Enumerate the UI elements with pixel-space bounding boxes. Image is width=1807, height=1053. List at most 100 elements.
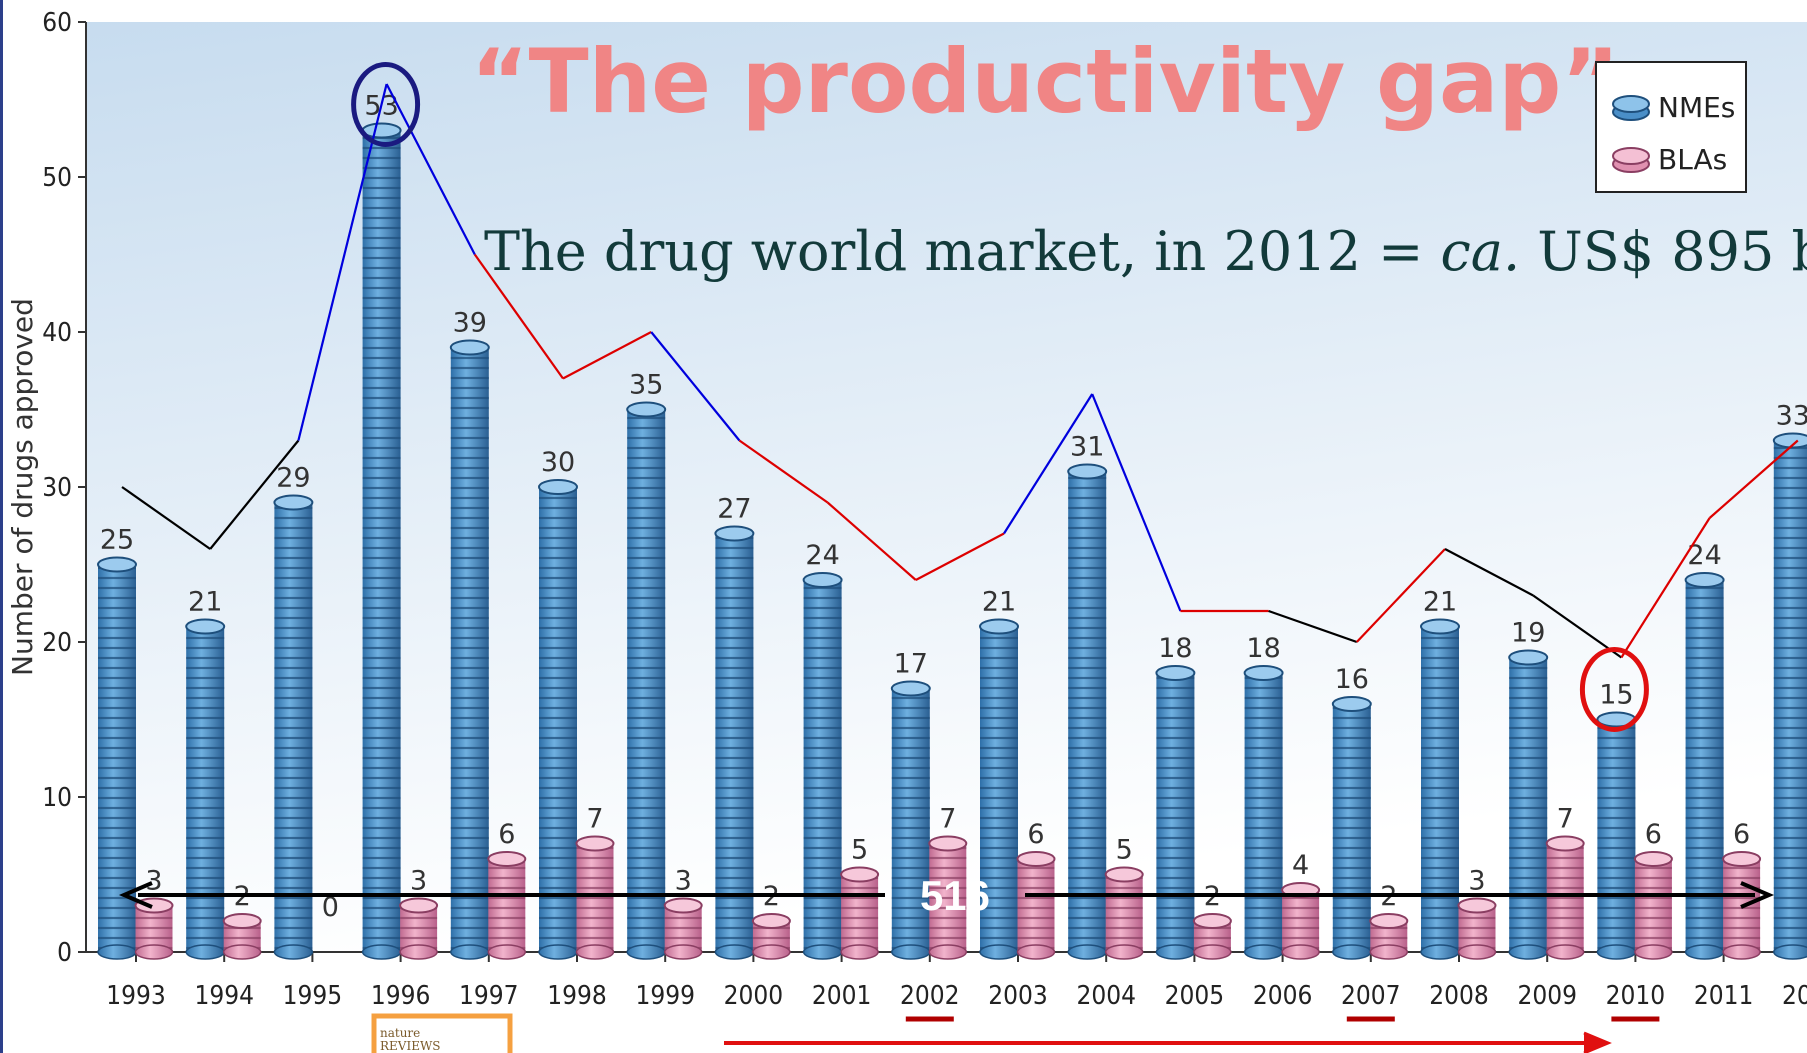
nme-bar-2007 bbox=[1331, 696, 1372, 960]
legend-nme-icon bbox=[1612, 95, 1650, 121]
x-tick-label-1993: 1993 bbox=[106, 981, 166, 1011]
bla-bar-2003 bbox=[1016, 851, 1056, 960]
bla-value-1997: 6 bbox=[498, 819, 515, 850]
bla-value-2010: 6 bbox=[1645, 819, 1662, 850]
nme-bar-2012 bbox=[1772, 432, 1807, 960]
x-axis: 1993 1994 1995 1996 1997 1998 1999 2000 2001 2002… bbox=[86, 951, 1807, 1022]
value-labels: 2532122905333963073532722451772163151821… bbox=[100, 91, 1807, 924]
y-axis-label: Number of drugs approved bbox=[6, 298, 39, 676]
nme-bar-2009 bbox=[1508, 649, 1549, 960]
x-tick-label-1996: 1996 bbox=[371, 981, 431, 1011]
x-tick-label-2009: 2009 bbox=[1517, 981, 1577, 1011]
trend-segment bbox=[385, 83, 476, 256]
nme-bar-1999 bbox=[626, 401, 667, 960]
x-tick-label-2008: 2008 bbox=[1429, 981, 1489, 1011]
y-tick-label: 40 bbox=[42, 318, 72, 348]
trend-segment bbox=[1003, 393, 1094, 535]
trend-segment bbox=[1268, 609, 1358, 644]
trend-arrow bbox=[724, 1031, 1612, 1053]
subtitle-italic: ca. bbox=[1441, 220, 1521, 283]
x-tick-label-2001: 2001 bbox=[812, 981, 872, 1011]
total-trend-line bbox=[121, 83, 1799, 659]
bla-value-2001: 5 bbox=[851, 835, 868, 866]
nme-value-2000: 27 bbox=[717, 494, 751, 525]
nme-bar-1994 bbox=[185, 618, 226, 960]
highlights bbox=[351, 62, 1649, 732]
bla-value-2009: 7 bbox=[1557, 804, 1574, 835]
x-tick-label-2003: 2003 bbox=[988, 981, 1048, 1011]
legend-nme-label: NMEs bbox=[1658, 91, 1735, 124]
bla-value-2006: 4 bbox=[1292, 850, 1309, 881]
legend-bla-icon bbox=[1612, 147, 1650, 173]
bla-bar-1999 bbox=[663, 897, 703, 960]
bla-bar-2001 bbox=[840, 866, 880, 960]
nme-value-2006: 18 bbox=[1246, 633, 1280, 664]
x-tick-label-2012: 2012 bbox=[1782, 981, 1807, 1011]
y-axis: 0 10 20 30 40 50 60 bbox=[42, 8, 87, 968]
y-tick-label: 0 bbox=[57, 938, 72, 968]
x-tick-label-2011: 2011 bbox=[1694, 981, 1754, 1011]
bla-value-2008: 3 bbox=[1468, 866, 1485, 897]
nme-value-1995: 29 bbox=[276, 463, 310, 494]
nme-value-2007: 16 bbox=[1335, 664, 1369, 695]
badge-line2: REVIEWS bbox=[380, 1039, 441, 1053]
subtitle-tail: US$ 895 bi bbox=[1520, 220, 1807, 283]
nme-value-2002: 17 bbox=[894, 649, 928, 680]
nme-bar-2011 bbox=[1684, 572, 1725, 960]
nme-value-2005: 18 bbox=[1158, 633, 1192, 664]
x-tick-label-1998: 1998 bbox=[547, 981, 607, 1011]
bla-value-1999: 3 bbox=[675, 866, 692, 897]
nme-bar-1996 bbox=[361, 122, 402, 960]
bars bbox=[97, 122, 1807, 960]
x-tick-label-2006: 2006 bbox=[1253, 981, 1313, 1011]
x-tick-label-2000: 2000 bbox=[724, 981, 784, 1011]
trend-segment bbox=[738, 439, 829, 504]
nme-value-1994: 21 bbox=[188, 587, 222, 618]
bla-bar-2000 bbox=[751, 913, 791, 960]
highlight-circle-2010 bbox=[1579, 647, 1649, 732]
bla-value-1995: 0 bbox=[322, 892, 339, 923]
nme-bar-1993 bbox=[97, 556, 137, 960]
total-arrow: 516 bbox=[118, 872, 1775, 919]
x-tick-label-1995: 1995 bbox=[283, 981, 343, 1011]
x-tick-label-2004: 2004 bbox=[1076, 981, 1136, 1011]
chart-subtitle: The drug world market, in 2012 = ca. US$… bbox=[484, 220, 1807, 283]
x-tick-label-2010: 2010 bbox=[1606, 981, 1666, 1011]
y-tick-label: 60 bbox=[42, 8, 72, 38]
nme-value-2008: 21 bbox=[1423, 587, 1457, 618]
chart-title: “The productivity gap” bbox=[471, 30, 1620, 133]
trend-segment bbox=[1356, 548, 1446, 643]
bla-bar-2007 bbox=[1369, 913, 1409, 960]
bla-bar-2009 bbox=[1545, 835, 1585, 960]
x-tick-label-2005: 2005 bbox=[1165, 981, 1225, 1011]
left-edge-strip bbox=[0, 0, 3, 1053]
nme-bar-1997 bbox=[449, 339, 490, 960]
trend-segment bbox=[1444, 548, 1534, 597]
nme-value-2003: 21 bbox=[982, 587, 1016, 618]
trend-segment bbox=[826, 501, 917, 581]
nme-bar-2006 bbox=[1243, 665, 1284, 960]
trend-segment bbox=[1532, 594, 1623, 659]
trend-segment bbox=[915, 532, 1005, 581]
x-tick-label-2002: 2002 bbox=[900, 981, 960, 1011]
bla-value-1993: 3 bbox=[145, 866, 162, 897]
bla-value-2003: 6 bbox=[1027, 819, 1044, 850]
nme-value-2004: 31 bbox=[1070, 432, 1104, 463]
bla-bar-1994 bbox=[222, 913, 262, 960]
nme-value-1997: 39 bbox=[453, 308, 487, 339]
y-tick-label: 20 bbox=[42, 628, 72, 658]
legend: NMEs BLAs bbox=[1595, 61, 1747, 193]
subtitle-main: The drug world market, in 2012 = bbox=[484, 220, 1441, 283]
nme-value-1993: 25 bbox=[100, 525, 134, 556]
trend-segment bbox=[473, 253, 564, 380]
x-tick-label-1997: 1997 bbox=[459, 981, 519, 1011]
bla-bar-2004 bbox=[1104, 866, 1144, 960]
y-tick-label: 30 bbox=[42, 473, 72, 503]
nme-bar-2001 bbox=[802, 572, 843, 960]
trend-segment bbox=[650, 331, 741, 442]
nme-bar-2003 bbox=[979, 618, 1019, 960]
badge-line1: nature bbox=[380, 1026, 420, 1040]
x-tick-label-1994: 1994 bbox=[194, 981, 254, 1011]
bla-value-1996: 3 bbox=[410, 866, 427, 897]
